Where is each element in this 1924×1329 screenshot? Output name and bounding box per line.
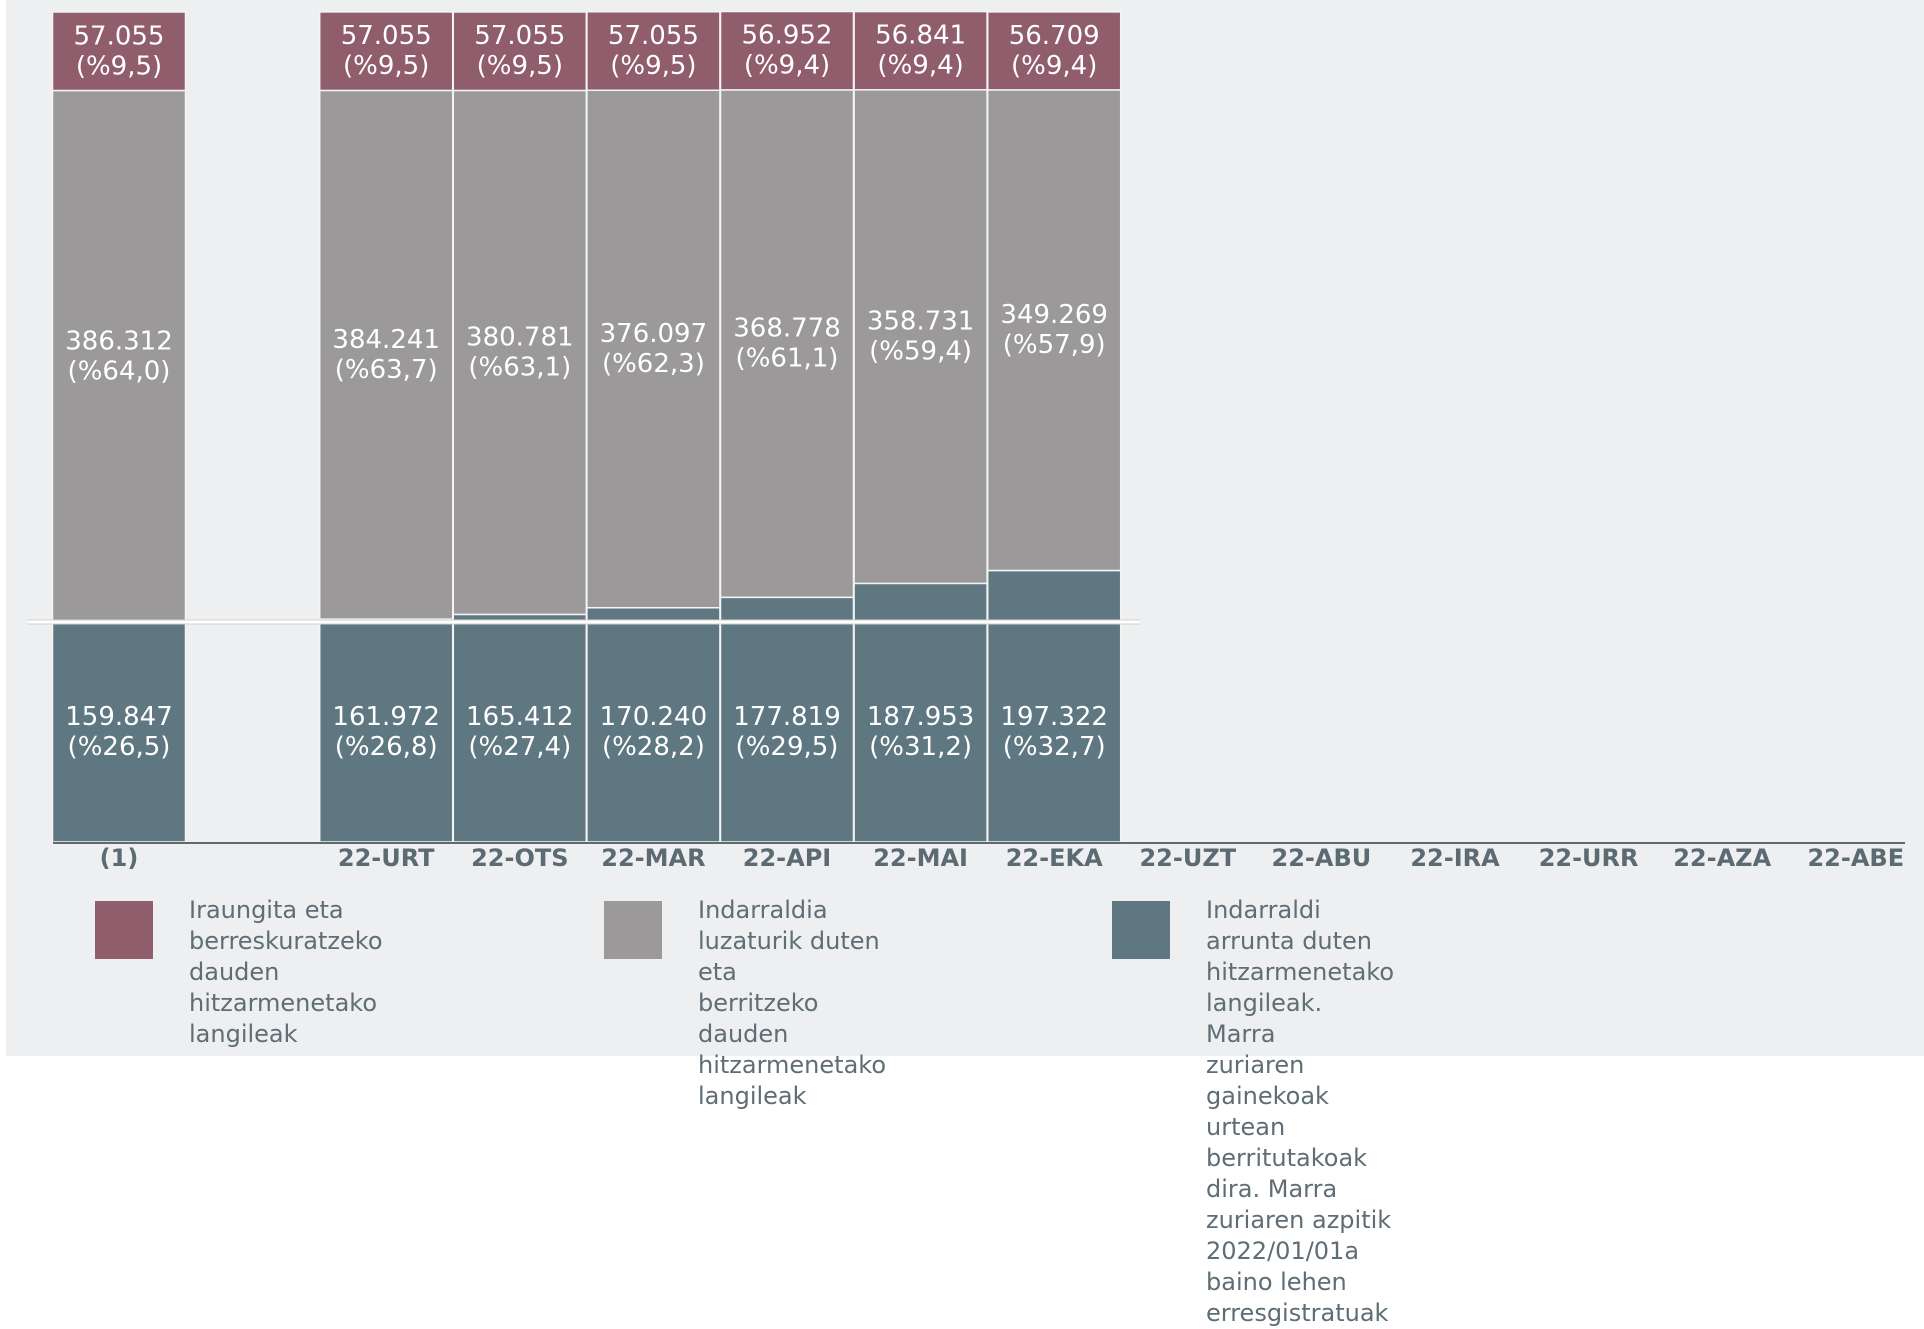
x-tick-label: 22-MAI — [873, 844, 968, 872]
bar-ordinary — [986, 569, 1122, 843]
x-tick-label: 22-EKA — [1006, 844, 1103, 872]
x-tick-label: 22-URT — [338, 844, 435, 872]
bar-ordinary — [452, 613, 588, 843]
legend: Iraungita eta berreskuratzeko dauden hit… — [0, 895, 1924, 1327]
x-tick-label: 22-ABE — [1807, 844, 1904, 872]
bar-expired — [51, 11, 187, 92]
bar-ordinary — [719, 596, 855, 843]
x-tick-label: (1) — [100, 844, 139, 872]
bar-label-expired: 56.709 (%9,4) — [1009, 20, 1100, 80]
x-tick-label: 22-API — [743, 844, 831, 872]
bar-label-ordinary: 165.412 (%27,4) — [466, 702, 574, 762]
stacked-bar-chart: 159.847 (%26,5) 386.312 (%64,0) 57.055 (%9,5)… — [27, 10, 1905, 872]
bar-label-extended: 358.731 (%59,4) — [867, 306, 975, 366]
bar-label-expired: 56.952 (%9,4) — [742, 20, 833, 80]
bar-label-extended: 386.312 (%64,0) — [65, 326, 173, 386]
bar-extended — [853, 89, 988, 585]
bar-ordinary — [853, 582, 988, 843]
bar-label-ordinary: 170.240 (%28,2) — [600, 702, 708, 762]
x-tick-label: 22-ABU — [1272, 844, 1372, 872]
legend-text-extended: Indarraldia luzaturik duten eta berritze… — [698, 896, 887, 1110]
bar-label-expired: 57.055 (%9,5) — [74, 21, 165, 81]
legend-text-ordinary: Indarraldi arrunta duten hitzarmenetako … — [1206, 896, 1395, 1327]
bar-expired — [986, 11, 1122, 91]
legend-swatch-ordinary — [1112, 901, 1170, 959]
bar-expired — [318, 11, 454, 92]
legend-swatch-extended — [604, 901, 662, 959]
bar-extended — [986, 89, 1122, 572]
bar-label-ordinary: 161.972 (%26,8) — [332, 702, 440, 762]
legend-swatch-expired — [95, 901, 153, 959]
x-tick-label: 22-IRA — [1410, 844, 1500, 872]
bar-label-ordinary: 187.953 (%31,2) — [867, 702, 975, 762]
x-tick-label: 22-UZT — [1139, 844, 1236, 872]
x-tick-label: 22-OTS — [471, 844, 568, 872]
bar-label-expired: 57.055 (%9,5) — [608, 21, 699, 81]
bar-label-extended: 380.781 (%63,1) — [466, 322, 574, 382]
x-tick-label: 22-URR — [1539, 844, 1639, 872]
bar-label-expired: 57.055 (%9,5) — [474, 21, 565, 81]
bar-ordinary — [318, 618, 454, 843]
bar-label-expired: 56.841 (%9,4) — [875, 20, 966, 80]
bar-expired — [853, 10, 988, 91]
legend-text-expired: Iraungita eta berreskuratzeko dauden hit… — [189, 896, 383, 1048]
bar-label-ordinary: 159.847 (%26,5) — [65, 702, 173, 762]
bar-expired — [452, 11, 588, 92]
x-tick-label: 22-AZA — [1673, 844, 1771, 872]
bar-extended — [719, 89, 855, 599]
bar-label-extended: 376.097 (%62,3) — [600, 319, 708, 379]
bar-label-ordinary: 197.322 (%32,7) — [1000, 702, 1108, 762]
bar-extended — [586, 89, 721, 609]
bar-label-ordinary: 177.819 (%29,5) — [733, 702, 841, 762]
bar-label-extended: 384.241 (%63,7) — [332, 324, 440, 384]
bar-label-extended: 349.269 (%57,9) — [1000, 300, 1108, 360]
bar-expired — [719, 10, 855, 91]
bar-label-expired: 57.055 (%9,5) — [341, 21, 432, 81]
bar-extended — [452, 89, 588, 616]
bar-extended — [318, 89, 454, 620]
x-tick-label: 22-MAR — [601, 844, 705, 872]
bar-ordinary — [51, 621, 187, 843]
bar-ordinary — [586, 607, 721, 843]
bar-expired — [586, 11, 721, 92]
bar-label-extended: 368.778 (%61,1) — [733, 313, 841, 373]
